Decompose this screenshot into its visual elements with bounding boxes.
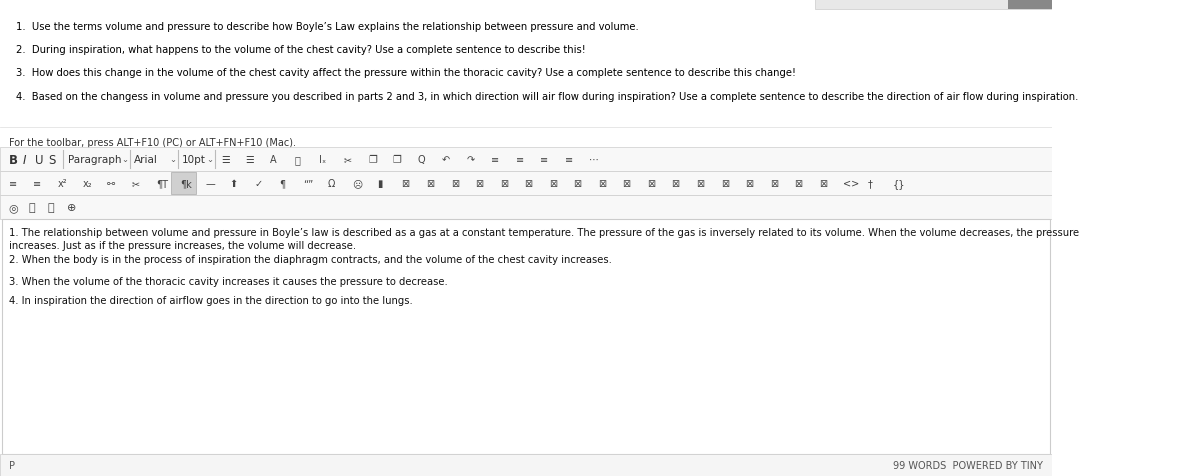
Text: B: B: [8, 153, 18, 166]
Text: ✂: ✂: [343, 155, 352, 165]
Text: ¶k: ¶k: [181, 178, 192, 188]
Text: I: I: [23, 153, 26, 166]
FancyBboxPatch shape: [0, 196, 1052, 219]
Text: †: †: [868, 178, 872, 188]
Text: “”: “”: [304, 178, 313, 188]
Text: ⊠: ⊠: [499, 178, 508, 188]
Text: ⊠: ⊠: [524, 178, 533, 188]
Text: Iₓ: Iₓ: [319, 155, 326, 165]
Text: 2. When the body is in the process of inspiration the diaphragm contracts, and t: 2. When the body is in the process of in…: [8, 255, 612, 265]
Text: 3. When the volume of the thoracic cavity increases it causes the pressure to de: 3. When the volume of the thoracic cavit…: [8, 277, 448, 287]
Text: ⊕: ⊕: [67, 203, 76, 213]
FancyBboxPatch shape: [815, 0, 1052, 10]
FancyBboxPatch shape: [0, 0, 1052, 130]
Text: ⛶: ⛶: [47, 203, 54, 213]
Text: U: U: [35, 153, 43, 166]
Text: P: P: [8, 460, 14, 470]
Text: ↶: ↶: [442, 155, 450, 165]
Text: 4. In inspiration the direction of airflow goes in the direction to go into the : 4. In inspiration the direction of airfl…: [8, 296, 413, 306]
Text: 1.  Use the terms volume and pressure to describe how Boyle’s Law explains the r: 1. Use the terms volume and pressure to …: [16, 22, 638, 32]
Text: ◎: ◎: [8, 203, 18, 213]
Text: ⊠: ⊠: [426, 178, 434, 188]
Text: 2.  During inspiration, what happens to the volume of the chest cavity? Use a co: 2. During inspiration, what happens to t…: [16, 45, 586, 55]
Text: ❐: ❐: [392, 155, 402, 165]
FancyBboxPatch shape: [0, 172, 1052, 196]
Text: ☹: ☹: [353, 178, 362, 188]
Text: Ω: Ω: [328, 178, 335, 188]
Text: ✂: ✂: [132, 178, 139, 188]
Text: ⊠: ⊠: [745, 178, 754, 188]
Text: ⊠: ⊠: [818, 178, 827, 188]
Text: ≡: ≡: [34, 178, 42, 188]
Text: S: S: [48, 153, 55, 166]
Text: ▮: ▮: [377, 178, 383, 188]
Text: ☰: ☰: [221, 155, 229, 165]
FancyBboxPatch shape: [0, 171, 1052, 172]
Text: For the toolbar, press ALT+F10 (PC) or ALT+FN+F10 (Mac).: For the toolbar, press ALT+F10 (PC) or A…: [8, 138, 295, 148]
Text: ⊠: ⊠: [548, 178, 557, 188]
Text: ☰: ☰: [246, 155, 254, 165]
Text: x²: x²: [58, 178, 67, 188]
Text: ≡: ≡: [516, 155, 523, 165]
Text: ⊠: ⊠: [451, 178, 458, 188]
Text: Q: Q: [418, 155, 425, 165]
Text: 3.  How does this change in the volume of the chest cavity affect the pressure w: 3. How does this change in the volume of…: [16, 68, 796, 78]
Text: {}: {}: [893, 178, 905, 188]
Text: ⌄: ⌄: [206, 155, 214, 164]
Text: ↷: ↷: [467, 155, 474, 165]
Text: ⌄: ⌄: [121, 155, 128, 164]
FancyBboxPatch shape: [0, 148, 1052, 172]
Text: ≡: ≡: [8, 178, 17, 188]
Text: ⊠: ⊠: [574, 178, 582, 188]
Text: ⊠: ⊠: [794, 178, 803, 188]
FancyBboxPatch shape: [170, 173, 196, 195]
Text: ⋯: ⋯: [589, 155, 599, 165]
Text: ❐: ❐: [368, 155, 377, 165]
Text: 99 WORDS  POWERED BY TINY: 99 WORDS POWERED BY TINY: [894, 460, 1043, 470]
Text: —: —: [205, 178, 215, 188]
Text: A: A: [270, 155, 277, 165]
Text: ⌄: ⌄: [169, 155, 176, 164]
Text: ⊠: ⊠: [696, 178, 704, 188]
Text: 10pt: 10pt: [181, 155, 205, 165]
Text: ≡: ≡: [491, 155, 499, 165]
Text: ⊠: ⊠: [770, 178, 778, 188]
Text: ⊠: ⊠: [402, 178, 409, 188]
FancyBboxPatch shape: [0, 195, 1052, 196]
Text: ⯪: ⯪: [294, 155, 300, 165]
Text: <>: <>: [844, 178, 859, 188]
Text: ⓘ: ⓘ: [28, 203, 35, 213]
Text: ⬆: ⬆: [229, 178, 238, 188]
FancyBboxPatch shape: [0, 454, 1052, 476]
Text: ⊠: ⊠: [623, 178, 631, 188]
Text: 1. The relationship between volume and pressure in Boyle’s law is described as a: 1. The relationship between volume and p…: [8, 228, 1079, 251]
Text: Arial: Arial: [134, 155, 158, 165]
Text: ⚯: ⚯: [107, 178, 115, 188]
Text: ¶T: ¶T: [156, 178, 168, 188]
Text: ⊠: ⊠: [598, 178, 606, 188]
Text: ¶: ¶: [278, 178, 284, 188]
FancyBboxPatch shape: [1008, 0, 1052, 10]
Text: ≡: ≡: [565, 155, 572, 165]
Text: ⊠: ⊠: [672, 178, 679, 188]
Text: ⊠: ⊠: [721, 178, 728, 188]
Text: ⊠: ⊠: [647, 178, 655, 188]
Text: 4.  Based on the changess in volume and pressure you described in parts 2 and 3,: 4. Based on the changess in volume and p…: [16, 92, 1078, 102]
Text: x₂: x₂: [83, 178, 92, 188]
FancyBboxPatch shape: [0, 219, 1052, 454]
Text: Paragraph: Paragraph: [68, 155, 122, 165]
Text: ≡: ≡: [540, 155, 548, 165]
Text: ⊠: ⊠: [475, 178, 484, 188]
Text: ✓: ✓: [254, 178, 263, 188]
